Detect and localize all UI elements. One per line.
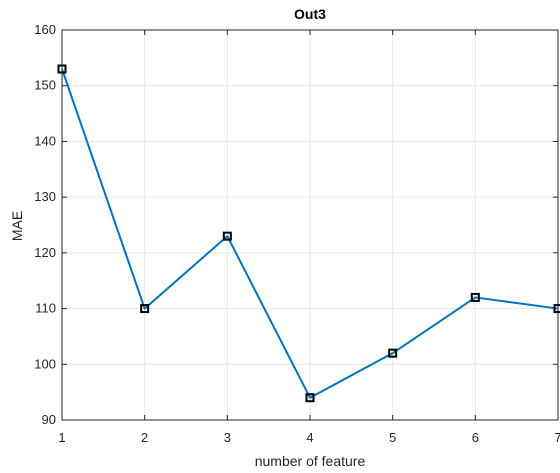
x-tick-label: 4: [306, 430, 313, 445]
x-tick-label: 1: [58, 430, 65, 445]
y-tick-label: 150: [34, 78, 56, 93]
y-tick-label: 110: [35, 301, 56, 316]
y-tick-label: 90: [42, 412, 56, 427]
y-tick-label: 130: [34, 189, 56, 204]
x-tick-label: 3: [224, 430, 231, 445]
x-tick-label: 2: [141, 430, 148, 445]
y-tick-label: 160: [34, 22, 56, 37]
y-tick-label: 100: [34, 356, 56, 371]
y-tick-label: 120: [34, 245, 56, 260]
chart-title: Out3: [294, 6, 326, 22]
x-tick-label: 6: [472, 430, 479, 445]
y-axis-label: MAE: [9, 211, 25, 241]
x-axis-label: number of feature: [255, 453, 366, 468]
y-tick-label: 140: [34, 133, 56, 148]
x-tick-label: 5: [389, 430, 396, 445]
x-tick-label: 7: [554, 430, 560, 445]
